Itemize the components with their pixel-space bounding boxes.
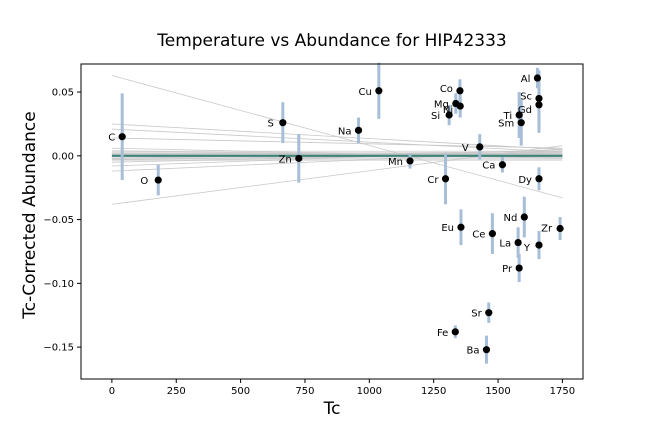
element-label: Co bbox=[440, 84, 453, 95]
data-point bbox=[456, 102, 464, 110]
element-label: Pr bbox=[502, 264, 513, 275]
element-label: Fe bbox=[437, 328, 448, 339]
element-label: Ni bbox=[443, 105, 453, 116]
data-point bbox=[445, 111, 453, 119]
x-tick-label: 1500 bbox=[485, 386, 510, 397]
x-axis-ticks: 0 250 500 750 1000 1250 1500 1750 bbox=[109, 379, 575, 397]
element-label: S bbox=[267, 119, 273, 130]
data-point bbox=[515, 111, 523, 119]
element-label: Nd bbox=[503, 213, 517, 224]
data-point bbox=[515, 264, 523, 272]
y-tick-label: −0.15 bbox=[43, 343, 74, 354]
x-tick-label: 1000 bbox=[357, 386, 382, 397]
element-label: Cr bbox=[427, 175, 439, 186]
data-points bbox=[118, 74, 564, 354]
element-label: Zn bbox=[279, 154, 292, 165]
data-point bbox=[535, 175, 543, 183]
element-label: V bbox=[462, 143, 469, 154]
y-axis-title: Tc-Corrected Abundance bbox=[20, 111, 40, 319]
element-label: Cu bbox=[359, 87, 372, 98]
data-point bbox=[520, 213, 528, 221]
element-labels: C O S Zn Na Cu Mn Cr Si Fe Mg Co Ni Eu V Ba Sr Ce Ca La Ti Pr… bbox=[108, 74, 553, 357]
data-point bbox=[279, 119, 287, 127]
element-label: Ti bbox=[503, 111, 513, 122]
data-point bbox=[406, 157, 414, 165]
bootstrap-line bbox=[111, 123, 563, 150]
y-tick-label: −0.10 bbox=[43, 279, 74, 290]
data-point bbox=[535, 241, 543, 249]
element-label: Si bbox=[431, 111, 440, 122]
element-label: Zr bbox=[541, 224, 553, 235]
x-tick-label: 250 bbox=[167, 386, 186, 397]
data-point bbox=[441, 175, 450, 183]
data-point bbox=[517, 119, 525, 127]
element-label: La bbox=[499, 239, 511, 250]
element-label: Al bbox=[521, 74, 531, 85]
x-tick-label: 0 bbox=[109, 386, 115, 397]
x-tick-label: 500 bbox=[231, 386, 250, 397]
element-label: Mg bbox=[434, 100, 449, 111]
data-point bbox=[295, 154, 303, 162]
data-point bbox=[482, 346, 491, 354]
x-tick-label: 750 bbox=[295, 386, 314, 397]
element-label: Sc bbox=[520, 91, 532, 102]
data-point bbox=[533, 74, 542, 82]
element-label: Ca bbox=[482, 161, 495, 172]
element-label: Mn bbox=[388, 157, 403, 168]
element-label: O bbox=[140, 176, 148, 187]
data-point bbox=[154, 176, 162, 184]
data-point bbox=[535, 101, 543, 109]
y-tick-label: 0.00 bbox=[52, 151, 74, 162]
bootstrap-line bbox=[111, 137, 563, 149]
plot-frame bbox=[80, 63, 584, 380]
bootstrap-line bbox=[111, 128, 563, 153]
y-axis-ticks: −0.15 −0.10 −0.05 0.00 0.05 bbox=[43, 88, 81, 354]
element-label: Gd bbox=[518, 105, 532, 116]
y-tick-label: 0.05 bbox=[52, 88, 74, 99]
element-label: Ba bbox=[466, 346, 479, 357]
x-tick-label: 1250 bbox=[421, 386, 446, 397]
data-point bbox=[485, 309, 493, 317]
element-label: Sr bbox=[471, 309, 482, 320]
data-point bbox=[354, 126, 363, 134]
data-point bbox=[514, 238, 522, 247]
data-point bbox=[375, 87, 383, 95]
element-label: Sm bbox=[498, 119, 514, 130]
element-label: Y bbox=[523, 243, 531, 254]
data-point bbox=[498, 161, 507, 169]
data-point bbox=[118, 133, 126, 141]
element-label: Ce bbox=[472, 230, 485, 241]
x-axis-title: Tc bbox=[323, 399, 341, 419]
data-point bbox=[456, 87, 464, 95]
chart-title: Temperature vs Abundance for HIP42333 bbox=[156, 31, 506, 51]
element-label: C bbox=[108, 133, 115, 144]
data-point bbox=[535, 94, 543, 103]
data-point bbox=[556, 224, 564, 233]
data-point bbox=[488, 230, 496, 238]
y-tick-label: −0.05 bbox=[43, 215, 74, 226]
element-label: Eu bbox=[441, 223, 454, 234]
data-point bbox=[476, 143, 484, 151]
element-label: Na bbox=[338, 126, 352, 137]
x-tick-label: 1750 bbox=[550, 386, 575, 397]
element-label: Dy bbox=[518, 175, 532, 186]
data-point bbox=[457, 223, 465, 231]
data-point bbox=[451, 328, 459, 336]
